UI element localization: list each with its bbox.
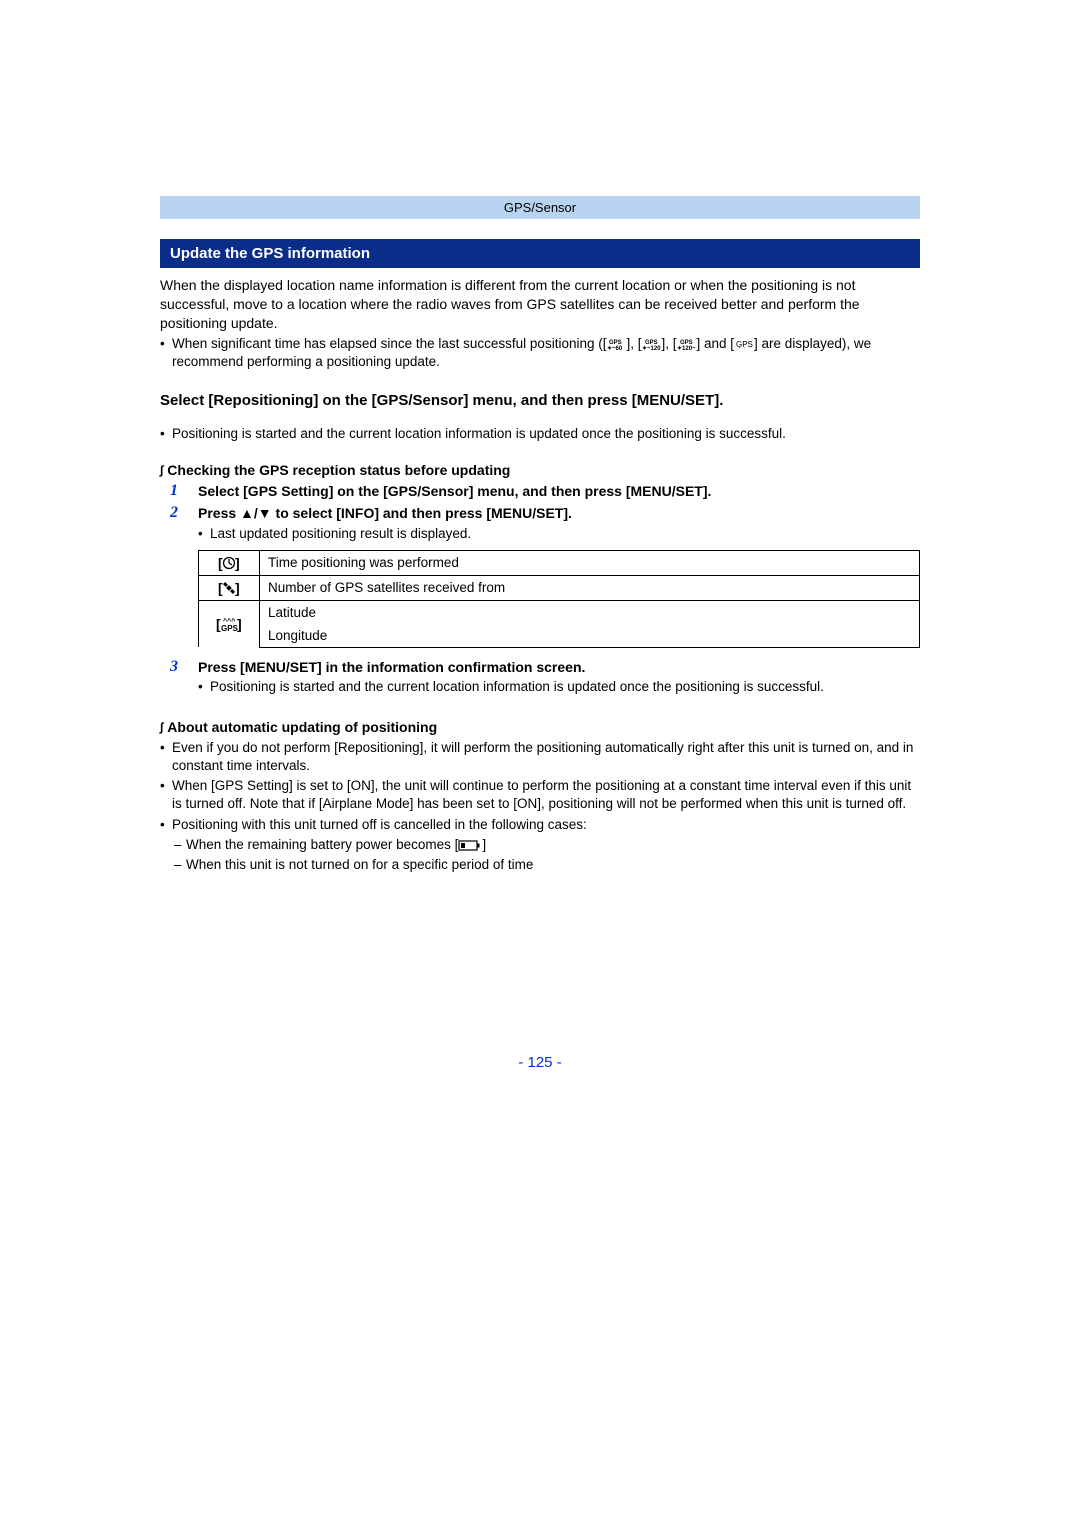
gps-icon-cell: [ እእእ GPS ] — [199, 600, 260, 647]
table-row: [ ] Number of GPS satellites received fr… — [199, 575, 920, 600]
step-1: 1 Select [GPS Setting] on the [GPS/Senso… — [160, 482, 920, 501]
clock-icon-cell: [ ] — [199, 550, 260, 575]
step-number: 2 — [160, 504, 198, 523]
spacer — [160, 219, 920, 239]
svg-text:]: ] — [235, 580, 240, 596]
auto-heading: ∫About automatic updating of positioning — [160, 719, 920, 735]
step-text: Press ▲/▼ to select [INFO] and then pres… — [198, 504, 920, 523]
manual-page: GPS/Sensor Update the GPS information Wh… — [0, 0, 1080, 1071]
step-number: 1 — [160, 482, 198, 501]
intro-bullet-prefix: When significant time has elapsed since … — [172, 336, 606, 351]
gps-dotted-icon: ĢP̣Ṣ — [734, 338, 754, 351]
step-2-sub: • Last updated positioning result is dis… — [198, 525, 920, 543]
auto-bullet-2: • Positioning with this unit turned off … — [160, 816, 920, 834]
svg-text:[: [ — [218, 580, 223, 596]
satellite-icon-cell: [ ] — [199, 575, 260, 600]
page-number: - 125 - — [160, 1054, 920, 1071]
checking-heading: ∫Checking the GPS reception status befor… — [160, 462, 920, 478]
svg-text:[: [ — [218, 555, 223, 571]
gps-120-icon: GPS✦~120 — [642, 338, 662, 351]
svg-text:]: ] — [237, 616, 242, 632]
svg-text:✦120~: ✦120~ — [677, 345, 696, 351]
section-title-bar: Update the GPS information — [160, 239, 920, 268]
sep: ], [ — [662, 336, 677, 351]
svg-text:እእእ: እእእ — [223, 617, 235, 624]
table-cell: Longitude — [260, 624, 920, 648]
battery-low-icon — [458, 839, 482, 852]
sep-and: ] and [ — [697, 336, 735, 351]
chapter-bar: GPS/Sensor — [160, 196, 920, 219]
main-instruction: Select [Repositioning] on the [GPS/Senso… — [160, 391, 920, 411]
table-row: Longitude — [199, 624, 920, 648]
down-triangle-icon: ▼ — [258, 505, 272, 521]
svg-text:✦~60: ✦~60 — [607, 345, 623, 351]
gps-icon: [ እእእ GPS ] — [216, 614, 242, 634]
info-table: [ ] Time positioning was performed [ — [198, 550, 920, 648]
step-3-sub: • Positioning is started and the current… — [198, 678, 920, 696]
svg-text:ĢP̣Ṣ: ĢP̣Ṣ — [736, 340, 753, 349]
main-sub-bullet: • Positioning is started and the current… — [160, 425, 920, 443]
svg-text:✦~120: ✦~120 — [642, 345, 661, 351]
table-cell: Number of GPS satellites received from — [260, 575, 920, 600]
table-cell: Latitude — [260, 600, 920, 624]
gps-60-icon: GPS✦~60 — [606, 338, 626, 351]
clock-icon: [ ] — [218, 555, 240, 571]
up-triangle-icon: ▲ — [240, 505, 254, 521]
auto-bullet-0: • Even if you do not perform [Reposition… — [160, 739, 920, 775]
step-text: Select [GPS Setting] on the [GPS/Sensor]… — [198, 482, 920, 501]
satellite-icon: [ ] — [218, 580, 240, 596]
intro-bullet: • When significant time has elapsed sinc… — [160, 335, 920, 371]
step-2: 2 Press ▲/▼ to select [INFO] and then pr… — [160, 504, 920, 523]
sep: ], [ — [626, 336, 641, 351]
table-row: [ ] Time positioning was performed — [199, 550, 920, 575]
auto-bullet-2a: – When the remaining battery power becom… — [174, 836, 920, 854]
table-row: [ እእእ GPS ] Latitude — [199, 600, 920, 624]
svg-text:GPS: GPS — [221, 624, 239, 633]
step-text: Press [MENU/SET] in the information conf… — [198, 658, 920, 677]
gps-120plus-icon: GPS✦120~ — [677, 338, 697, 351]
intro-paragraph: When the displayed location name informa… — [160, 276, 920, 333]
auto-bullet-1: • When [GPS Setting] is set to [ON], the… — [160, 777, 920, 813]
auto-bullet-2b: – When this unit is not turned on for a … — [174, 856, 920, 874]
step-number: 3 — [160, 658, 198, 677]
svg-text:]: ] — [235, 555, 240, 571]
table-cell: Time positioning was performed — [260, 550, 920, 575]
step-3: 3 Press [MENU/SET] in the information co… — [160, 658, 920, 677]
